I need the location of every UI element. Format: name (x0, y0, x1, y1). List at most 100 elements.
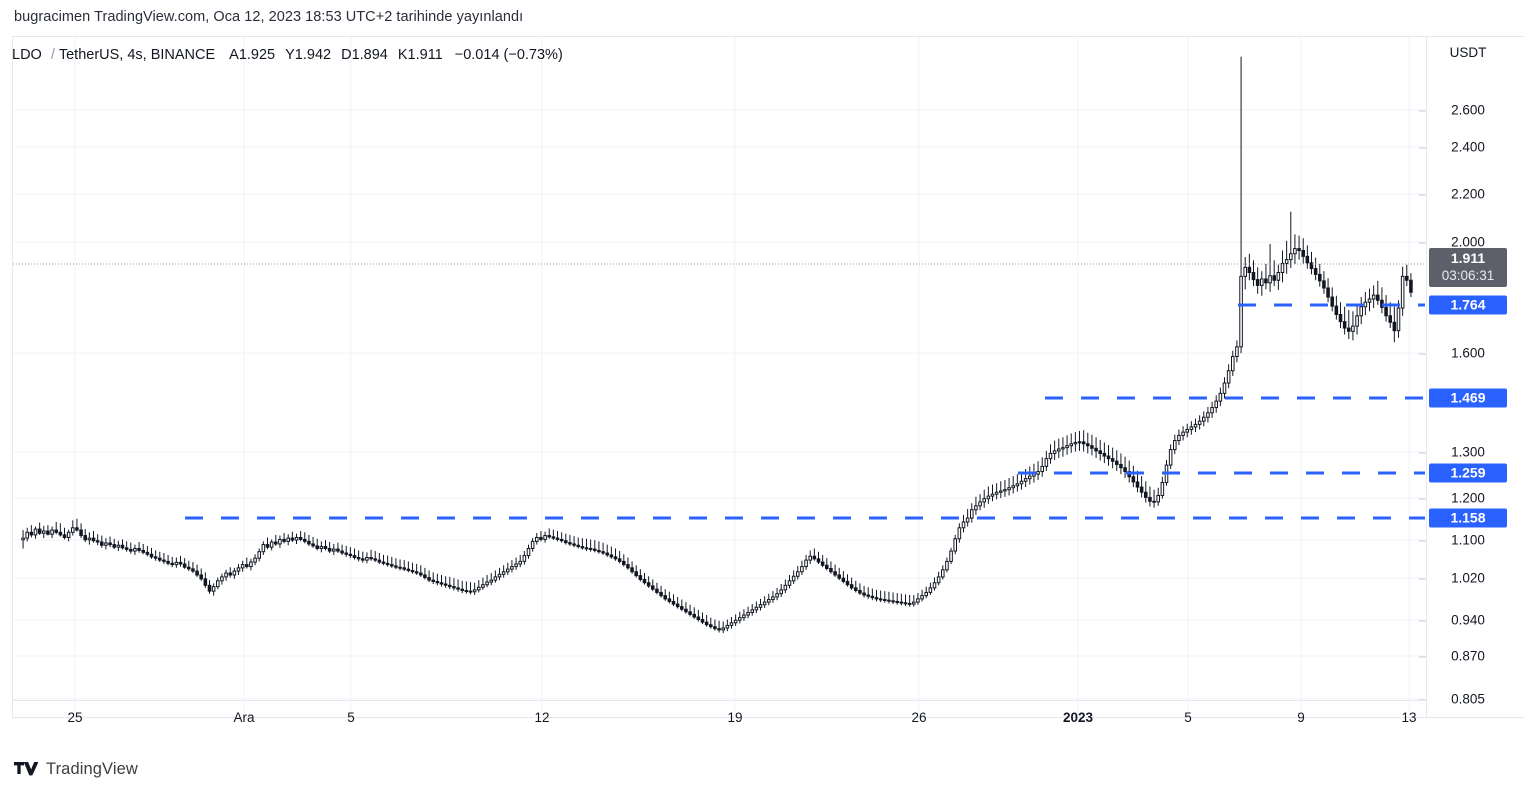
candle-body (605, 552, 609, 556)
candle-body (1247, 266, 1252, 273)
candle-body (427, 577, 431, 581)
candle-body (754, 606, 759, 611)
legend-interval[interactable]: 4s, (127, 47, 147, 63)
candle-body (116, 544, 121, 548)
candle-body (307, 540, 311, 545)
candle-body (21, 537, 25, 541)
candle-body (916, 598, 920, 603)
candle-body (841, 577, 846, 582)
chart-plot-area[interactable] (13, 37, 1425, 717)
candle-body (1289, 253, 1293, 261)
legend-close: K1.911 (397, 47, 443, 63)
candle-body (348, 553, 353, 557)
candle-body (340, 550, 344, 554)
candle-body (249, 561, 253, 568)
time-tick-label: Ara (233, 710, 255, 725)
price-level-tag[interactable]: 1.764 (1429, 295, 1507, 315)
candle-body (493, 576, 498, 581)
candle-body (551, 536, 556, 539)
chart-legend[interactable]: LDO / TetherUS, 4s, BINANCE A1.925 Y1.94… (12, 44, 563, 66)
candle-body (543, 535, 547, 540)
candle-body (584, 547, 589, 550)
candle-body (286, 537, 290, 542)
chart-frame (12, 36, 1524, 718)
candle-body (1347, 327, 1351, 332)
price-tick: 0.940 (1419, 613, 1509, 628)
price-tick-dash (1419, 498, 1426, 499)
candle-body (1388, 315, 1392, 323)
candle-body (580, 546, 585, 549)
candle-body (477, 586, 481, 591)
candle-body (1326, 287, 1330, 298)
candle-body (311, 543, 315, 547)
candle-body (1251, 271, 1256, 281)
price-tick-dash (1419, 452, 1426, 453)
time-scale[interactable]: 25 Ara 5 12 19 26 2023 5 9 13 (13, 700, 1425, 735)
candle-body (1015, 483, 1020, 487)
candle-body (46, 530, 50, 535)
candle-body (1371, 294, 1376, 300)
candle-body (381, 561, 386, 564)
candle-body (622, 560, 626, 566)
candle-body (54, 529, 58, 533)
candle-body (895, 600, 899, 603)
candle-body (66, 531, 71, 538)
candle-body (738, 617, 742, 621)
price-tick-dash (1419, 110, 1426, 111)
price-scale-unit: USDT (1449, 45, 1487, 60)
candle-body (514, 563, 518, 568)
candle-body (820, 561, 825, 566)
candle-body (1160, 482, 1165, 496)
candle-body (1115, 460, 1119, 465)
candle-body (174, 561, 179, 566)
price-level-tag[interactable]: 1.158 (1429, 508, 1507, 528)
candle-body (129, 548, 133, 552)
price-scale[interactable]: USDT 2.600 2.400 2.200 2.000 1.600 1.300 1.200… (1419, 37, 1524, 717)
candle-body (294, 536, 299, 541)
candle-body (460, 588, 464, 591)
candle-body (928, 587, 933, 593)
legend-quote[interactable]: TetherUS, (58, 47, 124, 63)
publish-info-text: bugracimen TradingView.com, Oca 12, 2023… (14, 9, 524, 25)
candle-body (642, 578, 647, 584)
tradingview-logo[interactable]: TradingView (14, 760, 138, 779)
price-level-tag[interactable]: 1.259 (1429, 463, 1507, 483)
candle-body (398, 566, 402, 569)
candle-body (278, 538, 282, 545)
candle-body (1044, 458, 1049, 467)
candle-body (597, 549, 601, 553)
candle-body (518, 560, 522, 565)
candle-body (1342, 321, 1347, 329)
candle-body (609, 554, 614, 558)
legend-low: D1.894 (341, 47, 388, 63)
legend-high: Y1.942 (285, 47, 332, 63)
candle-body (137, 547, 141, 551)
legend-symbol[interactable]: LDO (12, 47, 42, 63)
candle-body (207, 584, 212, 592)
candle-body (71, 527, 75, 533)
candle-body (1144, 491, 1148, 498)
candle-body (344, 552, 348, 555)
candle-body (539, 536, 543, 540)
candle-body (1272, 275, 1276, 281)
candle-body (655, 588, 659, 593)
price-tick-dash (1419, 147, 1426, 148)
candle-body (1065, 445, 1069, 449)
candle-body (1073, 441, 1078, 445)
candle-body (771, 596, 775, 601)
candle-body (501, 571, 506, 575)
candle-body (564, 540, 568, 544)
candle-body (1409, 279, 1413, 293)
price-tick: 2.400 (1419, 140, 1509, 155)
candle-body (232, 570, 237, 576)
candle-body (796, 571, 800, 577)
candle-body (986, 495, 991, 500)
candlestick-svg (13, 37, 1425, 717)
candle-body (1363, 301, 1368, 308)
candle-body (298, 536, 303, 540)
candle-body (746, 611, 750, 616)
price-level-tag[interactable]: 1.469 (1429, 388, 1507, 408)
candle-body (79, 529, 83, 537)
candle-body (120, 544, 125, 549)
candle-body (849, 584, 854, 589)
